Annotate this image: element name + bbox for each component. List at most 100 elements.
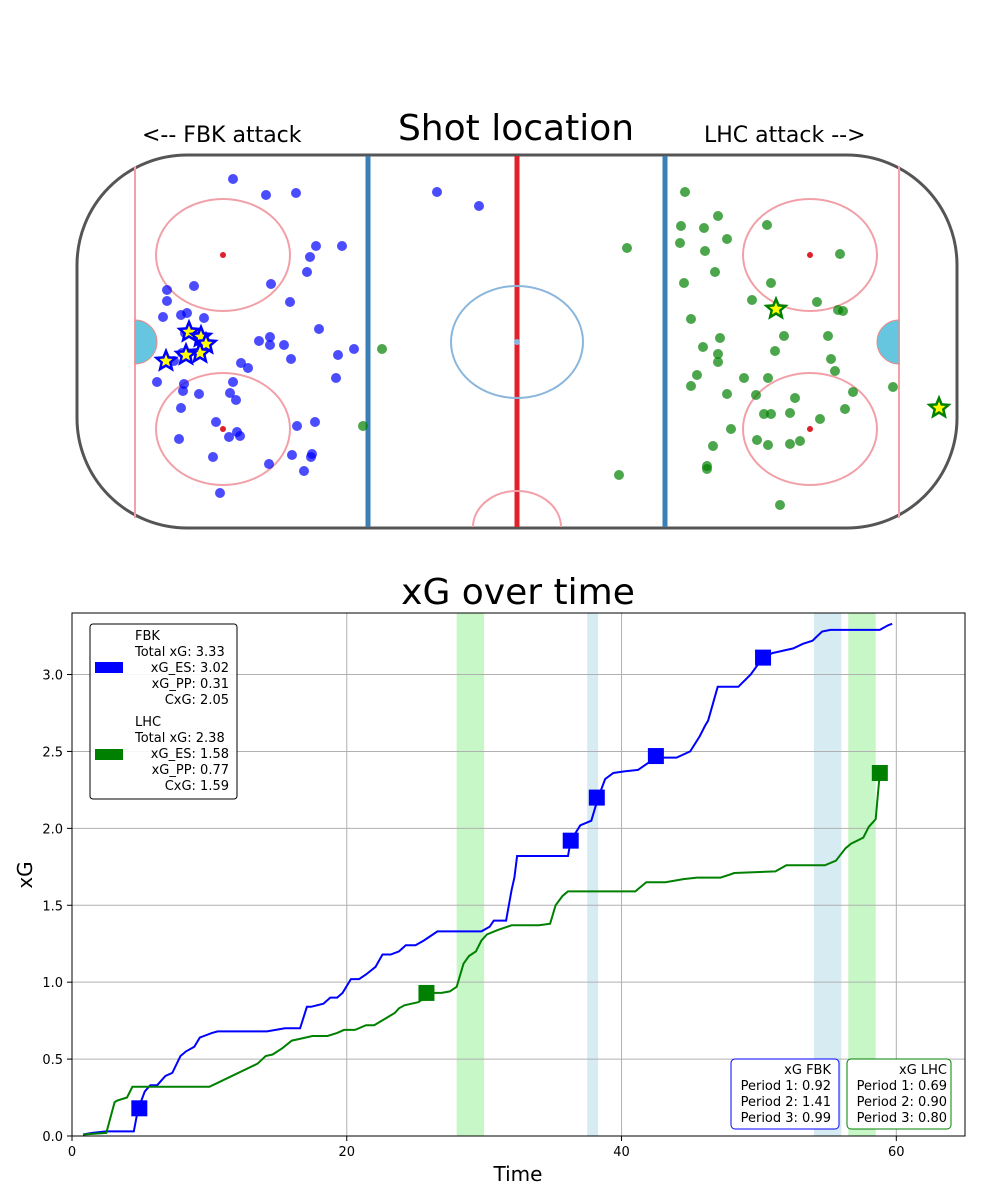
fbk-shot-marker: [474, 201, 484, 211]
fbk-shot-marker: [305, 252, 315, 262]
legend-fbk-name: FBK: [135, 629, 160, 644]
goal-crease-right: [876, 319, 900, 365]
legend-lhc-cxg: CxG: 1.59: [165, 779, 229, 794]
chart-background: [456, 613, 876, 1136]
fbk-shot-marker: [314, 324, 324, 334]
legend-fbk-pp: xG_PP: 0.31: [152, 677, 229, 692]
goal-marker-fbk: [131, 1100, 148, 1117]
chart-ticks: 0 20 40 60 0.0 0.5 1.0 1.5 2.0 2.5 3.0: [42, 669, 904, 1160]
fbk-shot-marker: [189, 281, 199, 291]
x-tick-label: 20: [338, 1145, 355, 1160]
fbk-shot-marker: [265, 332, 275, 342]
fbk-shot-marker: [337, 241, 347, 251]
legend-fbk-total: Total xG: 3.33: [134, 645, 225, 660]
x-tick-label: 0: [68, 1145, 76, 1160]
lhc-shot-marker: [676, 221, 686, 231]
fbk-goal-star: [187, 339, 213, 364]
fbk-shot-marker: [158, 312, 168, 322]
chart-series: [82, 622, 893, 1136]
penalty-band: [587, 613, 599, 1136]
lhc-attack-label: LHC attack -->: [704, 123, 866, 148]
lhc-shot-marker: [785, 408, 795, 418]
goal-marker-fbk: [562, 832, 579, 849]
shot-markers: [152, 174, 952, 510]
fbk-shot-marker: [264, 459, 274, 469]
lhc-shot-marker: [762, 220, 772, 230]
series-line-lhc: [82, 772, 881, 1136]
fbk-shot-marker: [265, 340, 275, 350]
fbk-shot-marker: [231, 395, 241, 405]
lhc-shot-marker: [686, 314, 696, 324]
lhc-goal-star: [926, 394, 952, 419]
lhc-shot-marker: [713, 357, 723, 367]
fbk-shot-marker: [236, 358, 246, 368]
goal-marker-fbk: [647, 748, 664, 765]
lhc-shot-marker: [888, 382, 898, 392]
period-box-fbk-p1: Period 1: 0.92: [741, 1079, 831, 1094]
period-box-fbk: xG FBK Period 1: 0.92 Period 2: 1.41 Per…: [730, 1058, 840, 1130]
fbk-shot-marker: [215, 488, 225, 498]
fbk-shot-marker: [194, 389, 204, 399]
fbk-shot-marker: [432, 187, 442, 197]
faceoff-circles: [155, 198, 878, 486]
fbk-shot-marker: [261, 190, 271, 200]
y-axis-label: xG: [13, 861, 37, 888]
lhc-shot-marker: [358, 421, 368, 431]
fbk-shot-marker: [228, 377, 238, 387]
fbk-shot-marker: [208, 452, 218, 462]
plot-frame: [71, 612, 966, 1137]
penalty-band: [848, 613, 876, 1136]
lhc-shot-marker: [713, 349, 723, 359]
fbk-shot-marker: [182, 308, 192, 318]
fbk-shot-marker: [225, 388, 235, 398]
y-tick-label: 3.0: [42, 669, 63, 684]
center-circle: [450, 285, 584, 399]
lhc-shot-marker: [715, 333, 725, 343]
goal-marker-fbk: [588, 789, 605, 806]
lhc-shot-marker: [702, 464, 712, 474]
fbk-shot-marker: [224, 432, 234, 442]
y-tick-label: 2.0: [42, 822, 63, 837]
legend-swatch-lhc: [95, 749, 123, 760]
fbk-shot-marker: [228, 174, 238, 184]
lhc-shot-marker: [710, 267, 720, 277]
chart-goal-markers: [131, 649, 888, 1117]
legend-lhc-total: Total xG: 2.38: [134, 731, 225, 746]
lhc-shot-marker: [614, 470, 624, 480]
lhc-shot-marker: [785, 439, 795, 449]
x-tick-label: 40: [613, 1145, 630, 1160]
x-tick-label: 60: [888, 1145, 905, 1160]
lhc-shot-marker: [759, 409, 769, 419]
lhc-shot-marker: [680, 187, 690, 197]
legend-swatch-fbk: [95, 662, 123, 673]
goal-marker-lhc: [418, 984, 435, 1001]
series-line-fbk: [82, 622, 893, 1136]
lhc-shot-marker: [722, 389, 732, 399]
fbk-shot-marker: [307, 449, 317, 459]
fbk-shot-marker: [292, 421, 302, 431]
lhc-shot-marker: [823, 331, 833, 341]
x-axis-label: Time: [493, 1162, 543, 1186]
fbk-shot-marker: [243, 363, 253, 373]
lhc-shot-marker: [775, 500, 785, 510]
lhc-shot-marker: [751, 390, 761, 400]
fbk-shot-marker: [299, 466, 309, 476]
period-box-lhc-p1: Period 1: 0.69: [857, 1079, 947, 1094]
lhc-shot-marker: [708, 441, 718, 451]
fbk-shot-marker: [287, 450, 297, 460]
lhc-shot-marker: [838, 306, 848, 316]
legend-frame: [89, 623, 238, 800]
fbk-shot-marker: [178, 386, 188, 396]
lhc-shot-marker: [700, 246, 710, 256]
lhc-shot-marker: [692, 370, 702, 380]
lhc-shot-marker: [752, 435, 762, 445]
goal-marker-lhc: [871, 764, 888, 781]
lhc-shot-marker: [763, 373, 773, 383]
lhc-shot-marker: [377, 344, 387, 354]
rink-plot: [75, 153, 959, 530]
fbk-shot-marker: [279, 340, 289, 350]
fbk-shot-marker: [232, 427, 242, 437]
fbk-shot-marker: [311, 241, 321, 251]
lhc-shot-marker: [698, 342, 708, 352]
